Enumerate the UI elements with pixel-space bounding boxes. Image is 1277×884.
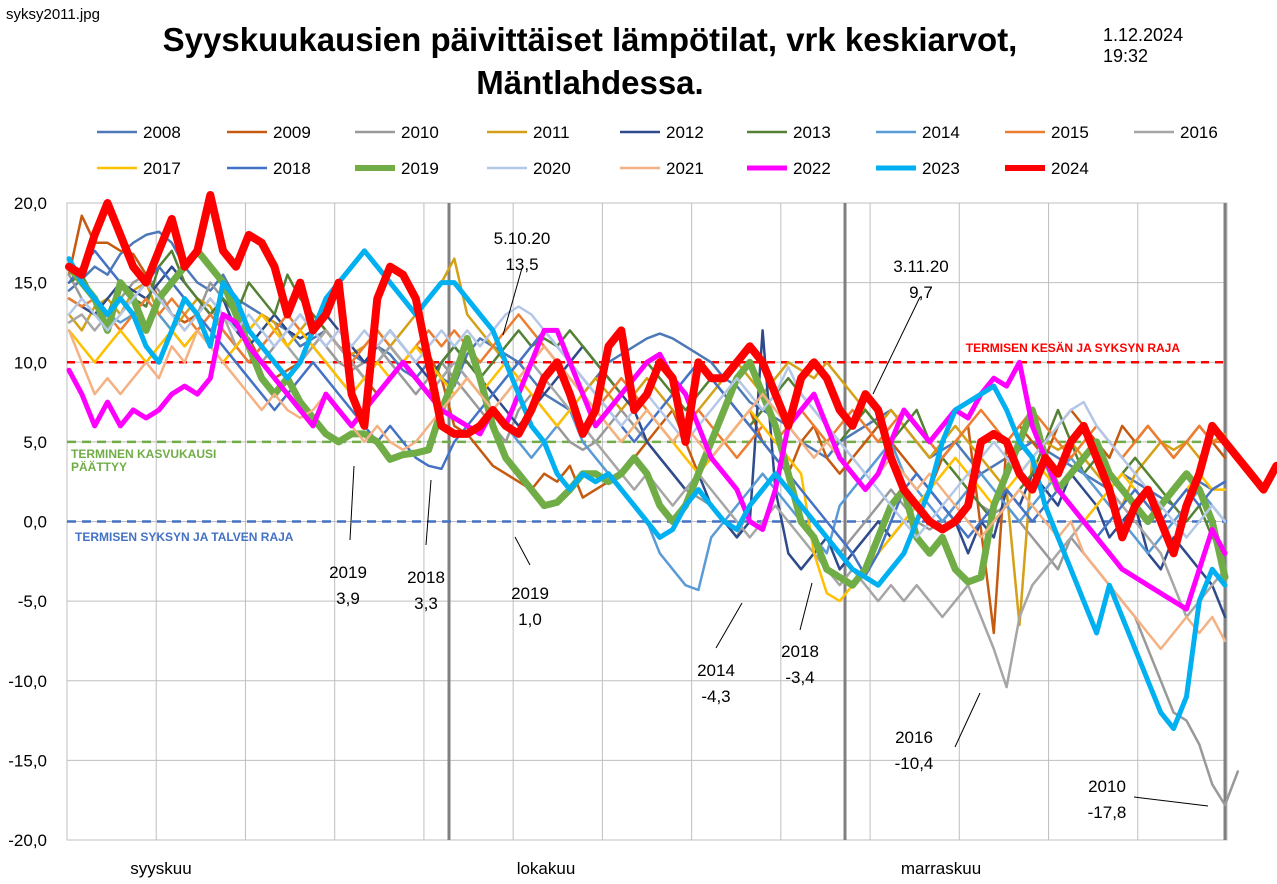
series-2018 [67,249,1227,577]
reference-line-label: TERMISEN SYKSYN JA TALVEN RAJA [75,530,294,544]
legend-label-2023: 2023 [922,159,960,178]
reference-line-label: TERMINEN KASVUKAUSI PÄÄTTYY [71,447,216,474]
annotation-label: 2014 [697,661,735,680]
annotations: 5.10.20 13,5 3.11.20 9,7 2019 3,9 2018 3,3 2019 1… [329,229,1209,822]
reference-label-part: PÄÄTTYY [71,459,127,474]
legend-label-2020: 2020 [533,159,571,178]
series-2019 [65,247,1229,589]
y-tick-label: 0,0 [23,513,47,532]
annotation-value: -10,4 [895,754,934,773]
annotation-label: 3.11.20 [893,257,948,276]
legend-label-2014: 2014 [922,123,960,142]
y-tick-label: -20,0 [8,831,47,850]
month-label: marraskuu [901,859,981,878]
annotation-leader [502,267,523,336]
reference-label-part: TERMINEN KASVUKAUSI [71,447,216,461]
timestamp: 1.12.2024 19:32 [1103,25,1183,67]
annotation-label: 2019 [329,563,367,582]
y-tick-label: 10,0 [14,353,47,372]
y-tick-label: -10,0 [8,672,47,691]
legend-label-2011: 2011 [533,123,570,142]
reference-line-label: TERMISEN KESÄN JA SYKSYN RAJA [966,340,1181,355]
series-lines [65,191,1277,807]
series-2013 [67,249,1227,555]
month-label: syyskuu [130,859,191,878]
legend-label-2021: 2021 [666,159,704,178]
annotation-label: 2018 [407,568,445,587]
y-tick-label: 15,0 [14,274,47,293]
legend-label-2012: 2012 [666,123,704,142]
annotation-leader [799,582,813,631]
y-tick-label: -15,0 [8,751,47,770]
annotation-label: 5.10.20 [494,229,551,248]
annotation-leader [954,692,981,748]
legend-label-2010: 2010 [401,123,439,142]
annotation-label: 2016 [895,728,933,747]
annotation-value: 1,0 [518,610,542,629]
legend: 2008 2009 2010 2011 2012 2013 2014 2015 2016 2017… [97,123,1218,178]
legend-label-2024: 2024 [1051,159,1089,178]
annotation-leader [872,296,921,395]
legend-label-2018: 2018 [273,159,311,178]
chart-title-line1: Syyskuukausien päivittäiset lämpötilat, … [162,21,1018,58]
annotation-label: 2019 [511,584,549,603]
annotation-leader [425,479,432,546]
annotation-leader [715,602,743,649]
annotation-value: 13,5 [505,255,538,274]
series-2022 [66,312,1228,612]
legend-label-2016: 2016 [1180,123,1218,142]
annotation-value: 3,3 [414,594,438,613]
chart-title-line2: Mäntlahdessa. [476,64,704,101]
file-name: syksy2011.jpg [6,6,100,23]
annotation-value: -4,3 [701,687,730,706]
series-2021 [67,329,1227,651]
annotation-label: 2018 [781,642,819,661]
legend-label-2017: 2017 [143,159,181,178]
y-tick-label: 20,0 [14,194,47,213]
annotation-value: 3,9 [336,589,360,608]
annotation-value: 9,7 [909,283,933,302]
series-2017 [67,313,1227,603]
month-labels: syyskuu lokakuu marraskuu [130,859,981,878]
timestamp-time: 19:32 [1103,46,1149,66]
month-label: lokakuu [517,859,576,878]
annotation-value: -17,8 [1088,803,1127,822]
legend-label-2019: 2019 [401,159,439,178]
series-2023 [66,248,1228,731]
legend-label-2022: 2022 [793,159,831,178]
annotation-label: 2010 [1088,777,1126,796]
legend-label-2015: 2015 [1051,123,1089,142]
annotation-leader [1133,796,1209,807]
annotation-leader [514,536,531,566]
legend-label-2009: 2009 [273,123,311,142]
y-axis-ticks: 20,0 15,0 10,0 5,0 0,0 -5,0 -10,0 -15,0 -20,0 [8,194,47,850]
legend-label-2013: 2013 [793,123,831,142]
annotation-value: -3,4 [785,668,814,687]
annotation-leader [349,465,355,541]
legend-label-2008: 2008 [143,123,181,142]
chart-title: Syyskuukausien päivittäiset lämpötilat, … [120,18,1060,104]
y-tick-label: 5,0 [23,433,47,452]
timestamp-date: 1.12.2024 [1103,25,1184,45]
y-tick-label: -5,0 [18,592,47,611]
series-2024 [65,191,1277,558]
